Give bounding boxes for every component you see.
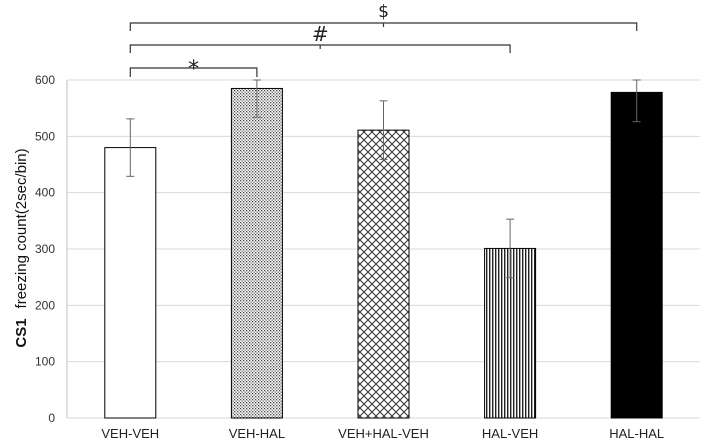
y-axis: 0 100 200 300 400 500 600 (35, 73, 68, 425)
significance-marker: * (188, 57, 199, 82)
y-axis-title-prefix: CS1 (13, 318, 30, 347)
significance-brackets: * # $ (129, 2, 638, 82)
y-tick-label: 400 (35, 186, 55, 200)
bar-veh-hal (230, 87, 283, 419)
x-tick-label: VEH+HAL-VEH (338, 426, 429, 441)
significance-bracket (129, 67, 258, 77)
x-axis-labels: VEH-VEH VEH-HAL VEH+HAL-VEH HAL-VEH HAL-HAL (101, 426, 664, 441)
x-tick-label: HAL-HAL (609, 426, 664, 441)
x-tick-label: VEH-VEH (101, 426, 159, 441)
y-tick-label: 300 (35, 242, 55, 256)
x-tick-label: HAL-VEH (482, 426, 538, 441)
significance-marker: # (312, 22, 329, 46)
y-tick-label: 0 (48, 411, 55, 425)
y-axis-title-main: freezing count(2sec/bin) (13, 148, 30, 308)
bar-veh-hal-veh (357, 129, 410, 419)
y-tick-label: 600 (35, 73, 55, 87)
bar-hal-hal (610, 91, 663, 419)
y-axis-title: CS1 freezing count(2sec/bin) (13, 148, 30, 347)
significance-marker: $ (378, 2, 389, 22)
bar-hal-veh (484, 247, 537, 419)
y-tick-label: 100 (35, 355, 55, 369)
y-tick-label: 500 (35, 129, 55, 143)
y-tick-label: 200 (35, 298, 55, 312)
bar-veh-veh (104, 147, 157, 419)
error-bars (126, 79, 641, 279)
bars (104, 87, 663, 419)
x-tick-label: VEH-HAL (229, 426, 285, 441)
